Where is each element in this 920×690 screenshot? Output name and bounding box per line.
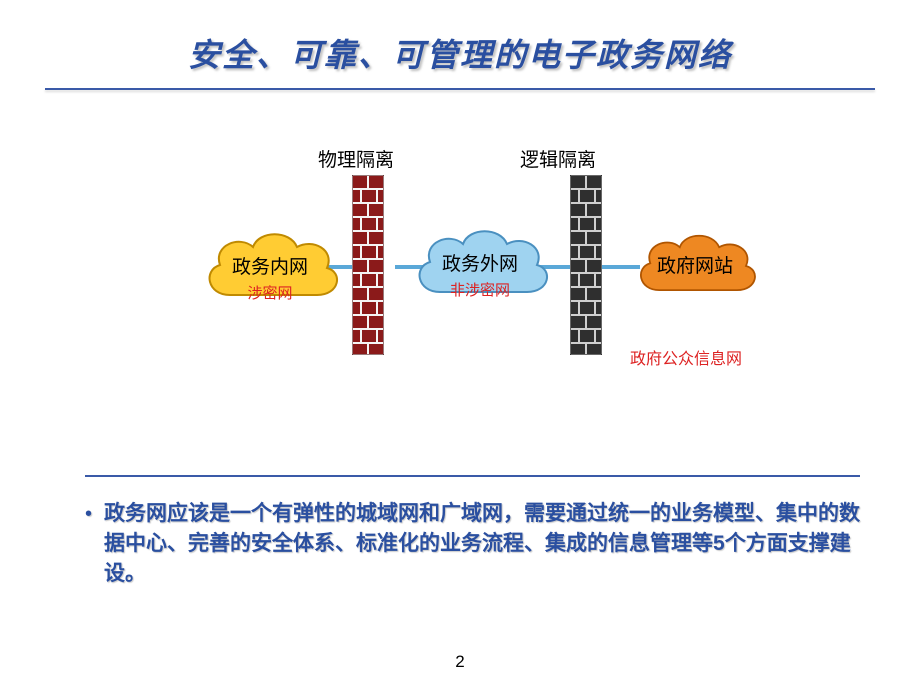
title-underline [45,88,875,90]
cloud-intranet: 政务内网 涉密网 [195,220,345,315]
bullet-text: 政务网应该是一个有弹性的城域网和广域网，需要通过统一的业务模型、集中的数据中心、… [104,499,860,589]
bullet-item: • 政务网应该是一个有弹性的城域网和广域网，需要通过统一的业务模型、集中的数据中… [85,499,860,589]
label-physical-isolation: 物理隔离 [318,145,394,172]
network-diagram: 物理隔离 逻辑隔离 政务内网 涉密网 [0,145,920,435]
cloud-extranet-sublabel: 非涉密网 [405,279,555,300]
cloud-intranet-sublabel: 涉密网 [195,282,345,303]
label-logical-isolation: 逻辑隔离 [520,145,596,172]
label-public-info-net: 政府公众信息网 [630,345,742,369]
firewall-physical [352,175,384,355]
cloud-intranet-label: 政务内网 [195,252,345,279]
cloud-extranet-label: 政务外网 [405,249,555,276]
cloud-website-label: 政府网站 [625,251,765,278]
slide-title: 安全、可靠、可管理的电子政务网络 [0,0,920,76]
page-number: 2 [0,652,920,672]
cloud-extranet: 政务外网 非涉密网 [405,217,555,312]
firewall-logical [570,175,602,355]
cloud-website: 政府网站 [625,223,765,308]
bullet-section: • 政务网应该是一个有弹性的城域网和广域网，需要通过统一的业务模型、集中的数据中… [85,475,860,589]
bullet-marker: • [85,499,92,529]
